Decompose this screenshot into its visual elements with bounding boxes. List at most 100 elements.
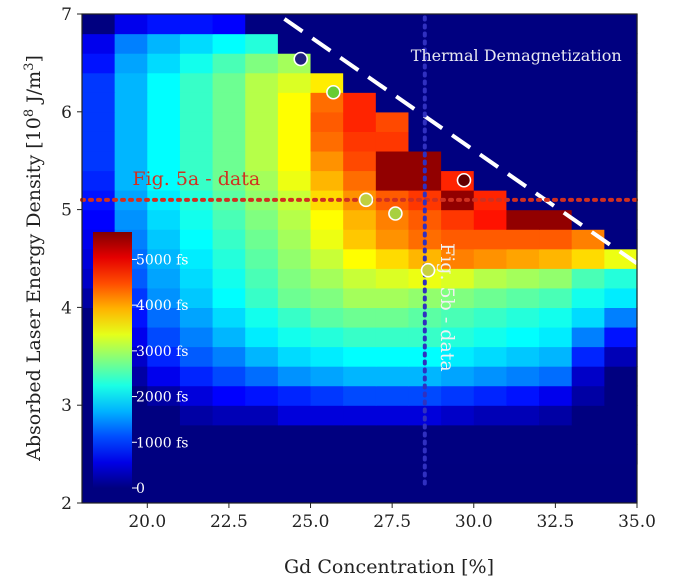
heatmap-cell [473,170,508,191]
heatmap-cell [441,72,475,93]
heatmap-cell [604,170,638,191]
heatmap-cell [245,92,279,113]
heatmap-cell [343,53,377,74]
heatmap-cell [82,170,116,191]
heatmap-cell [506,229,540,250]
heatmap-cell [245,170,279,191]
heatmap-cell [277,424,312,445]
heatmap-cell [343,92,377,113]
heatmap-cell [571,385,605,406]
heatmap-cell [539,209,573,230]
heatmap-cell [179,326,214,348]
heatmap-cell [82,33,116,54]
heatmap-cell [277,326,312,348]
heatmap-cell [343,150,377,172]
heatmap-cell [506,444,540,465]
heatmap-cell [604,346,638,367]
heatmap-cell [179,307,214,328]
heatmap-cell [82,14,116,35]
heatmap-cell [375,150,410,172]
heatmap-cell [310,170,344,191]
heatmap-cell [571,346,605,367]
heatmap-cell [604,444,638,465]
heatmap-cell [179,131,214,152]
heatmap-cell [539,385,573,406]
heatmap-cell [343,248,377,269]
heatmap-cell [539,405,573,426]
colorbar-tick-label: 2000 fs [136,390,188,406]
heatmap-cell [310,444,344,465]
heatmap-cell [506,150,540,172]
heatmap-cell [506,346,540,367]
colorbar: 0 1000 fs 2000 fs 3000 fs 4000 fs 5000 fs [93,232,188,497]
axes-frame [81,13,638,504]
heatmap-cell [539,424,573,445]
heatmap-cell [571,268,605,289]
heatmap-cell [179,150,214,172]
heatmap-cell [277,366,312,387]
heatmap-cell [604,150,638,172]
heatmap-cell [473,268,508,289]
heatmap-cell [147,444,181,465]
heatmap-cell [343,385,377,406]
heatmap-cell [539,268,573,289]
overlay-lines [80,12,639,486]
heatmap-cell [343,307,377,328]
x-tick-label: 27.5 [373,512,411,532]
heatmap-cell [539,287,573,308]
heatmap-cell [408,53,442,74]
heatmap-cell [473,287,508,308]
x-tick-label: 22.5 [210,512,248,532]
heatmap-cell [604,209,638,230]
heatmap-cell [114,170,148,191]
heatmap-cell [375,346,410,367]
heatmap-cell [114,53,148,74]
heatmap-cell [179,92,214,113]
heatmap-cell [114,111,148,132]
heatmap-cell [343,209,377,230]
heatmap-cell [212,287,246,308]
heatmap-cell [506,131,540,152]
heatmap-cells [82,14,638,465]
heatmap-cell [604,131,638,152]
heatmap-cell [604,111,638,132]
heatmap-cell [212,209,246,230]
heatmap-cell [212,92,246,113]
heatmap-cell [375,170,410,191]
heatmap-cell [147,248,181,269]
heatmap-cell [179,346,214,367]
heatmap-cell [212,150,246,172]
axes: 20.0 22.5 25.0 27.5 30.0 32.5 35.0 2 3 4 5 6 7 [61,5,656,532]
heatmap-cell [277,268,312,289]
heatmap-cell [441,14,475,35]
y-tick-label: 6 [61,103,72,123]
heatmap-cell [604,92,638,113]
heatmap-cell [179,209,214,230]
heatmap-cell [571,248,605,269]
x-tick-label: 35.0 [618,512,656,532]
heatmap-cell [245,424,279,445]
heatmap-cell [212,405,246,426]
heatmap-cell [310,346,344,367]
heatmap-cell [506,111,540,132]
heatmap-cell [375,72,410,93]
heatmap-cell [212,111,246,132]
heatmap-cell [147,33,181,54]
heatmap-cell [245,346,279,367]
heatmap-cell [408,405,442,426]
heatmap-cell [179,111,214,132]
heatmap-cell [539,111,573,132]
heatmap-cell [375,307,410,328]
heatmap-cell [245,326,279,348]
heatmap-cell [82,53,116,74]
heatmap-cell [310,326,344,348]
heatmap-cell [571,14,605,35]
heatmap-cell [277,248,312,269]
heatmap-cell [473,326,508,348]
heatmap-cell [571,444,605,465]
heatmap-cell [343,424,377,445]
heatmap-cell [179,33,214,54]
heatmap-cell [343,287,377,308]
heatmap-cell [473,111,508,132]
heatmap-cell [147,307,181,328]
